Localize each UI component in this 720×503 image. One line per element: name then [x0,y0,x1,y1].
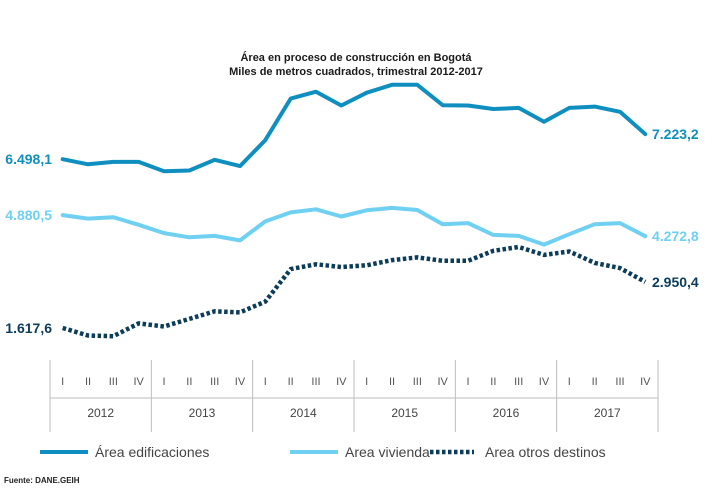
legend-label: Area otros destinos [485,444,606,460]
quarter-label: III [109,376,118,388]
start-value-label: 4.880,5 [5,207,52,223]
quarter-label: I [365,376,368,388]
quarter-label: III [311,376,320,388]
year-label: 2015 [391,406,418,420]
source-note: Fuente: DANE.GEIH [4,476,80,485]
quarter-label: II [85,376,91,388]
chart-subtitle: Miles de metros cuadrados, trimestral 20… [229,66,483,78]
value-labels: 6.498,1 7.223,2 4.880,5 4.272,8 1.617,6 2.950… [5,126,699,336]
quarter-label: III [210,376,219,388]
series-layer [60,82,648,339]
start-value-label: 1.617,6 [5,320,52,336]
quarter-label: I [61,376,64,388]
quarter-label: IV [640,376,651,388]
end-value-label: 2.950,4 [652,274,699,290]
quarter-label: I [568,376,571,388]
quarter-label: III [514,376,523,388]
legend-label: Area vivienda [345,444,430,460]
quarter-label: IV [437,376,448,388]
year-label: 2013 [189,406,216,420]
legend-label: Área edificaciones [95,444,209,460]
quarter-label: IV [235,376,246,388]
quarter-label: II [592,376,598,388]
year-label: 2017 [594,406,621,420]
end-value-label: 4.272,8 [652,228,699,244]
quarter-label: I [162,376,165,388]
series-line-1 [60,82,648,174]
chart-title: Área en proceso de construcción en Bogot… [240,51,472,64]
quarter-label: II [389,376,395,388]
quarter-label: I [466,376,469,388]
quarter-label: III [615,376,624,388]
quarter-label: IV [133,376,144,388]
year-label: 2012 [87,406,114,420]
quarter-label: I [264,376,267,388]
quarter-label: III [413,376,422,388]
start-value-label: 6.498,1 [5,151,52,167]
quarter-label: IV [539,376,550,388]
quarter-label: II [186,376,192,388]
series-line-2 [60,205,648,247]
series-line-3 [62,244,647,339]
quarter-label: II [490,376,496,388]
quarter-label: IV [336,376,347,388]
quarter-label: II [288,376,294,388]
year-label: 2016 [493,406,520,420]
end-value-label: 7.223,2 [652,126,699,142]
year-label: 2014 [290,406,317,420]
legend: Área edificaciones Area vivienda Area otro… [40,444,606,460]
